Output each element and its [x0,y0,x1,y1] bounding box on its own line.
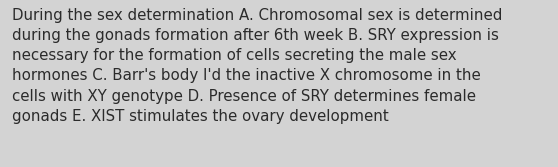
Text: During the sex determination A. Chromosomal sex is determined
during the gonads : During the sex determination A. Chromoso… [12,8,503,124]
